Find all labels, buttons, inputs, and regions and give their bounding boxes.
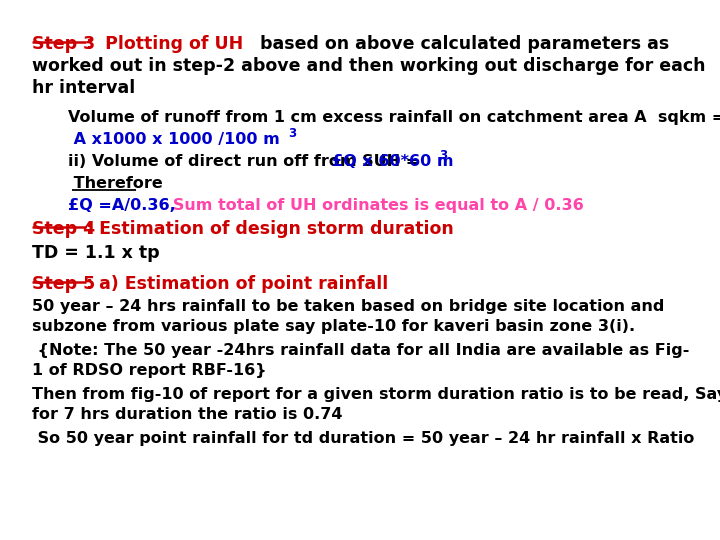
Text: Step 5: Step 5 — [32, 275, 95, 293]
Text: : a) Estimation of point rainfall: : a) Estimation of point rainfall — [86, 275, 388, 293]
Text: 1 of RDSO report RBF-16}: 1 of RDSO report RBF-16} — [32, 363, 266, 378]
Text: Step 4: Step 4 — [32, 220, 95, 238]
Text: A x1000 x 1000 /100 m: A x1000 x 1000 /100 m — [68, 132, 280, 147]
Text: 3: 3 — [289, 127, 297, 140]
Text: Then from fig-10 of report for a given storm duration ratio is to be read, Say: Then from fig-10 of report for a given s… — [32, 387, 720, 402]
Text: {Note: The 50 year -24hrs rainfall data for all India are available as Fig-: {Note: The 50 year -24hrs rainfall data … — [32, 343, 689, 358]
Text: Volume of runoff from 1 cm excess rainfall on catchment area A  sqkm =: Volume of runoff from 1 cm excess rainfa… — [68, 110, 720, 125]
Text: Therefore: Therefore — [68, 176, 163, 191]
Text: Step 3: Step 3 — [32, 35, 95, 53]
Text: for 7 hrs duration the ratio is 0.74: for 7 hrs duration the ratio is 0.74 — [32, 407, 342, 422]
Text: ii) Volume of direct run off from SUH =: ii) Volume of direct run off from SUH = — [68, 154, 426, 169]
Text: worked out in step-2 above and then working out discharge for each: worked out in step-2 above and then work… — [32, 57, 705, 75]
Text: subzone from various plate say plate-10 for kaveri basin zone 3(i).: subzone from various plate say plate-10 … — [32, 319, 635, 334]
Text: £Q =A/0.36,: £Q =A/0.36, — [68, 198, 176, 213]
Text: So 50 year point rainfall for td duration = 50 year – 24 hr rainfall x Ratio: So 50 year point rainfall for td duratio… — [32, 431, 694, 446]
Text: : Estimation of design storm duration: : Estimation of design storm duration — [86, 220, 454, 238]
Text: Sum total of UH ordinates is equal to A / 0.36: Sum total of UH ordinates is equal to A … — [156, 198, 584, 213]
Text: :  Plotting of UH: : Plotting of UH — [86, 35, 243, 53]
Text: £Q x 60*60 m: £Q x 60*60 m — [333, 154, 454, 169]
Text: TD = 1.1 x tp: TD = 1.1 x tp — [32, 244, 159, 262]
Text: 50 year – 24 hrs rainfall to be taken based on bridge site location and: 50 year – 24 hrs rainfall to be taken ba… — [32, 299, 664, 314]
Text: based on above calculated parameters as: based on above calculated parameters as — [253, 35, 669, 53]
Text: hr interval: hr interval — [32, 79, 135, 97]
Text: 3: 3 — [439, 149, 448, 162]
